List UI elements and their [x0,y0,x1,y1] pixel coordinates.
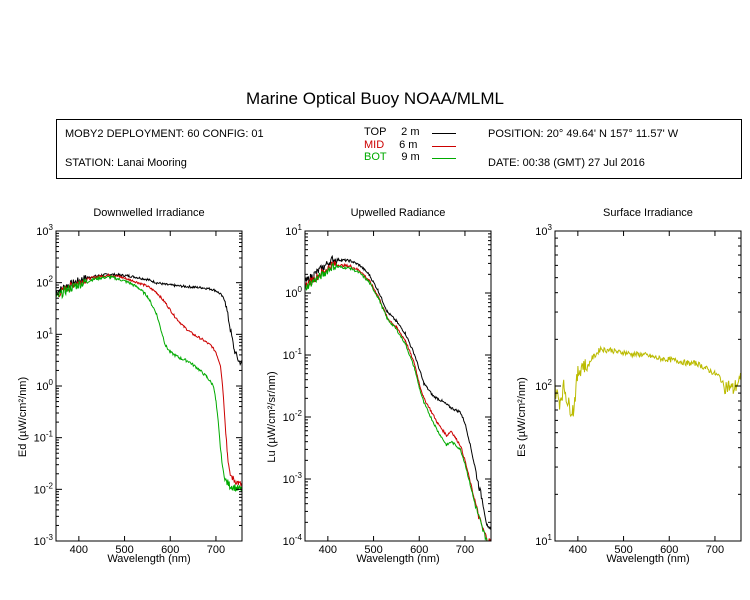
legend-depth-top: 2 [401,126,408,138]
y-tick-label: 103 [535,223,552,238]
y-tick-label: 101 [36,326,53,341]
position-text: POSITION: 20° 49.64' N 157° 11.57' W [488,128,679,140]
y-tick-label: 10-3 [283,471,303,486]
legend-unit-top: m [410,126,420,138]
x-axis-label: Wavelength (nm) [606,553,689,565]
legend-name-top: TOP [364,126,387,138]
legend-item-bot: BOT 9 m [364,151,420,163]
series-group [305,254,491,541]
legend-depth-mid: 6 [399,139,406,151]
x-tick-label: 700 [706,544,724,556]
y-tick-label: 101 [535,533,552,548]
station-text: STATION: Lanai Mooring [65,157,187,169]
y-tick-label: 10-1 [283,347,303,362]
y-tick-label: 100 [36,378,53,393]
x-tick-label: 600 [660,544,678,556]
legend-item-top: TOP 2 m [364,126,420,138]
series-line-bot [305,262,488,541]
x-tick-label: 400 [70,544,88,556]
legend-unit-mid: m [408,139,418,151]
x-tick-label: 700 [456,544,474,556]
x-axis-label: Wavelength (nm) [107,553,190,565]
x-tick-label: 700 [207,544,225,556]
date-text: DATE: 00:38 (GMT) 27 Jul 2016 [488,157,645,169]
legend-swatch-mid [432,146,456,147]
x-tick-label: 400 [569,544,587,556]
y-tick-label: 100 [285,285,302,300]
x-tick-label: 600 [161,544,179,556]
x-tick-label: 500 [115,544,133,556]
series-group [555,345,741,418]
chart-panel-2: Upwelled Radiance 400 500 600 700 10-4 10-3 10-… [266,207,492,565]
legend-name-mid: MID [364,139,385,151]
series-line-mid [56,273,242,488]
figure-title: Marine Optical Buoy NOAA/MLML [246,89,504,108]
chart-title: Surface Irradiance [603,207,693,219]
series-line-mid [305,260,491,541]
y-tick-label: 10-1 [34,430,54,445]
x-tick-label: 400 [319,544,337,556]
y-axis-label: Ed (µW/cm²/nm) [17,377,29,457]
y-tick-label: 101 [285,223,302,238]
chart-panel-3: Surface Irradiance 400 500 600 700 101 102 103 W… [516,207,742,565]
series-line-bot [56,274,242,492]
chart-title: Upwelled Radiance [351,207,446,219]
legend-unit-bot: m [410,151,420,163]
deployment-text: MOBY2 DEPLOYMENT: 60 CONFIG: 01 [65,128,264,140]
y-tick-label: 10-3 [34,533,54,548]
legend-swatch-bot [432,158,456,159]
y-tick-label: 103 [36,223,53,238]
y-tick-label: 102 [535,378,552,393]
series-group [56,272,242,492]
x-tick-label: 500 [614,544,632,556]
legend-depth-bot: 9 [401,151,408,163]
x-tick-label: 600 [410,544,428,556]
y-tick-label: 102 [36,275,53,290]
plot-frame [554,230,742,542]
info-box: MOBY2 DEPLOYMENT: 60 CONFIG: 01 STATION:… [56,119,742,179]
series-line-es [555,345,741,418]
series-line-top [305,254,491,531]
y-tick-label: 10-2 [34,481,54,496]
legend-name-bot: BOT [364,151,387,163]
y-tick-label: 10-2 [283,409,303,424]
y-tick-label: 10-4 [283,533,303,548]
chart-panel-1: Downwelled Irradiance 400 500 600 700 10-3 10-… [17,207,243,565]
x-axis-label: Wavelength (nm) [356,553,439,565]
legend-swatch-top [432,133,456,134]
chart-title: Downwelled Irradiance [93,207,204,219]
legend-item-mid: MID 6 m [364,139,417,151]
x-tick-label: 500 [364,544,382,556]
y-axis-label: Es (µW/cm²/nm) [516,377,528,457]
plot-frame [304,230,492,542]
y-axis-label: Lu (µW/cm²/sr/nm) [266,371,278,462]
